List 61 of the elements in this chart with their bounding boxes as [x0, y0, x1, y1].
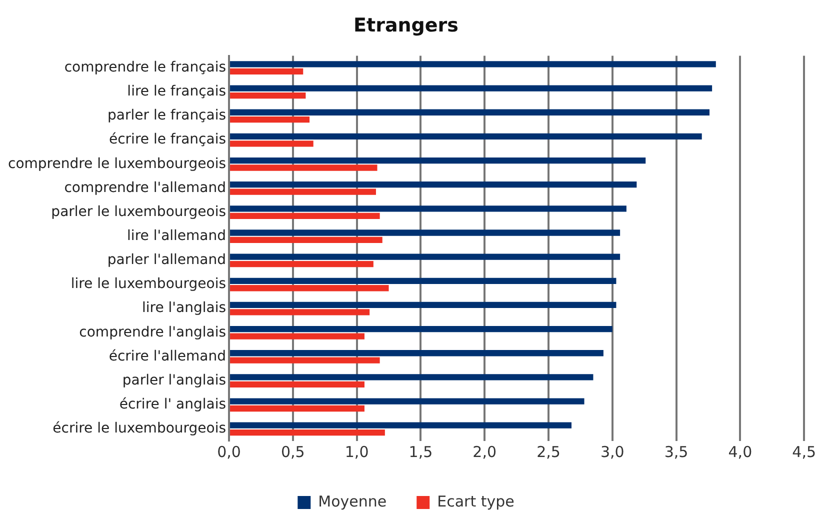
- x-tick-label: 3,5: [664, 442, 688, 461]
- bar: [230, 381, 364, 388]
- x-tick-label: 4,5: [792, 442, 816, 461]
- y-tick-label: lire l'anglais: [142, 300, 226, 316]
- x-tick-label: 1,5: [408, 442, 433, 461]
- y-tick-label: parler le français: [108, 108, 226, 124]
- x-tick-label: 0,5: [280, 442, 305, 461]
- bar: [230, 278, 616, 284]
- legend-label: Moyenne: [318, 492, 387, 510]
- y-tick-label: comprendre l'anglais: [79, 324, 226, 340]
- bar: [230, 164, 378, 171]
- bar: [230, 109, 710, 116]
- y-tick-label: comprendre le français: [64, 59, 226, 76]
- bar: [230, 61, 716, 68]
- y-tick-label: écrire l' anglais: [119, 396, 226, 413]
- bar: [230, 236, 382, 244]
- bar: [230, 206, 626, 212]
- y-tick-label: lire le français: [127, 84, 226, 100]
- bar: [230, 157, 646, 164]
- bar: [230, 374, 594, 380]
- bar: [230, 405, 364, 412]
- x-tick-label: 3,0: [600, 442, 624, 461]
- y-tick-label: écrire le français: [108, 132, 226, 148]
- y-tick-label: parler l'anglais: [122, 372, 226, 388]
- bar: [230, 133, 702, 140]
- bar: [230, 285, 389, 292]
- bar: [230, 92, 306, 99]
- bar: [230, 398, 584, 404]
- bar: [230, 182, 637, 188]
- bar: [230, 422, 572, 428]
- x-tick-label: 1,0: [344, 442, 369, 461]
- bar: [230, 309, 370, 316]
- bar: [230, 188, 376, 195]
- bar: [230, 254, 620, 260]
- x-tick-label: 0,0: [217, 442, 241, 461]
- y-tick-label: écrire le luxembourgeois: [52, 420, 226, 437]
- x-tick-label: 2,0: [472, 442, 497, 461]
- bar: [230, 357, 380, 364]
- y-tick-label: comprendre le luxembourgeois: [8, 156, 226, 172]
- y-tick-label: comprendre l'allemand: [64, 180, 226, 196]
- y-tick-label: parler l'allemand: [107, 252, 226, 268]
- bar: [230, 333, 364, 340]
- bar: [230, 350, 604, 356]
- bar: [230, 302, 616, 308]
- x-tick-label: 4,0: [728, 442, 752, 461]
- x-tick-label: 2,5: [536, 442, 560, 461]
- bar: [230, 68, 304, 75]
- legend-label: Ecart type: [437, 492, 514, 510]
- y-tick-label: lire l'allemand: [127, 228, 226, 244]
- bar: [230, 116, 310, 123]
- bar: [230, 260, 374, 268]
- y-tick-label: parler le luxembourgeois: [51, 204, 226, 220]
- bar: [230, 230, 620, 236]
- bar: [230, 85, 712, 92]
- bar: [230, 326, 612, 332]
- bar: [230, 140, 314, 147]
- bar: [230, 212, 380, 219]
- chart-title: Etrangers: [354, 14, 458, 36]
- y-tick-label: lire le luxembourgeois: [70, 276, 226, 292]
- bar: [230, 430, 385, 436]
- y-tick-label: écrire l'allemand: [108, 348, 226, 364]
